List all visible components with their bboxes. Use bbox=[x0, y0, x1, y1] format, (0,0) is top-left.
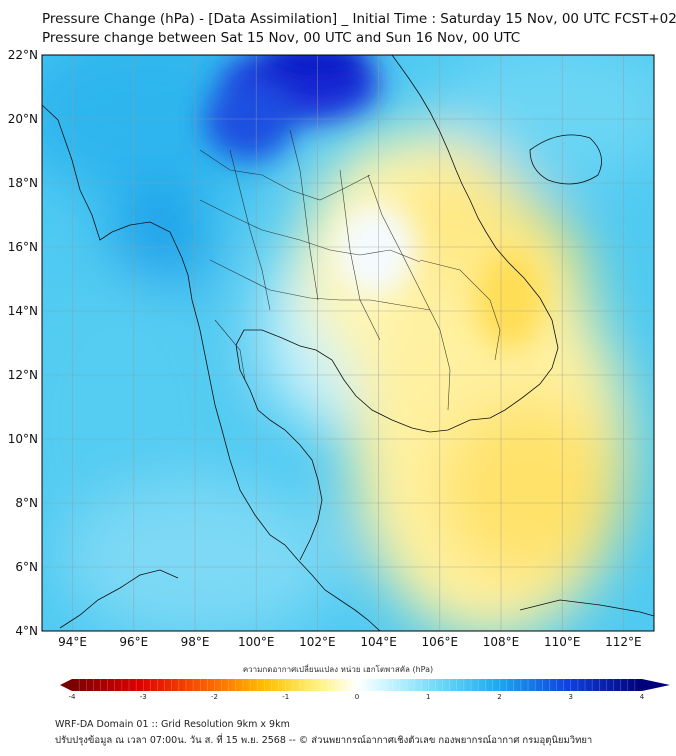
lon-label: 112°E bbox=[605, 635, 642, 649]
admin-boundaries bbox=[199, 129, 501, 411]
longitude-labels: 94°E 96°E 98°E 100°E 102°E 104°E 106°E 108°E 110… bbox=[58, 635, 641, 649]
lat-label: 4°N bbox=[15, 624, 38, 638]
lon-label: 106°E bbox=[422, 635, 459, 649]
colorbar-tick-label: 2 bbox=[497, 693, 501, 701]
grid-lines bbox=[42, 55, 654, 631]
lat-label: 14°N bbox=[8, 304, 38, 318]
colorbar-gradient bbox=[72, 679, 642, 691]
coastlines bbox=[42, 55, 654, 631]
lon-label: 108°E bbox=[483, 635, 520, 649]
pressure-field bbox=[42, 55, 654, 631]
map-frame bbox=[41, 54, 655, 632]
footer-model-info: WRF-DA Domain 01 :: Grid Resolution 9km … bbox=[55, 719, 290, 730]
latitude-labels: 22°N 20°N 18°N 16°N 14°N 12°N 10°N 8°N 6°N 4°N bbox=[8, 48, 38, 638]
lat-label: 8°N bbox=[15, 496, 38, 510]
lon-label: 110°E bbox=[544, 635, 581, 649]
colorbar-tick-label: 4 bbox=[640, 693, 645, 701]
lat-label: 22°N bbox=[8, 48, 38, 62]
footer-update-info: ปรับปรุงข้อมูล ณ เวลา 07:00น. วัน ส. ที่… bbox=[55, 735, 593, 746]
lat-label: 20°N bbox=[8, 112, 38, 126]
map-title: Pressure Change (hPa) - [Data Assimilati… bbox=[42, 11, 676, 27]
map-subtitle: Pressure change between Sat 15 Nov, 00 U… bbox=[42, 30, 521, 46]
colorbar-tick-label: -2 bbox=[211, 693, 218, 701]
colorbar-tick-label: 3 bbox=[569, 693, 573, 701]
colorbar-caption: ความกดอากาศเปลี่ยนแปลง หน่วย เฮกโตพาสคัล… bbox=[242, 665, 434, 674]
colorbar-tick-label: 1 bbox=[426, 693, 430, 701]
lon-label: 94°E bbox=[58, 635, 87, 649]
colorbar-max-arrow bbox=[642, 679, 670, 691]
colorbar-tick-label: -4 bbox=[69, 693, 77, 701]
lon-label: 102°E bbox=[299, 635, 336, 649]
lat-label: 18°N bbox=[8, 176, 38, 190]
lon-label: 98°E bbox=[181, 635, 210, 649]
lon-label: 96°E bbox=[119, 635, 148, 649]
colorbar-tick-label: -3 bbox=[140, 693, 147, 701]
lat-label: 10°N bbox=[8, 432, 38, 446]
lon-label: 100°E bbox=[238, 635, 275, 649]
colorbar: -4 -3 -2 -1 0 1 2 3 4 bbox=[60, 679, 670, 701]
colorbar-min-arrow bbox=[60, 679, 72, 691]
lat-label: 16°N bbox=[8, 240, 38, 254]
colorbar-tick-label: -1 bbox=[282, 693, 289, 701]
lat-label: 6°N bbox=[15, 560, 38, 574]
lat-label: 12°N bbox=[8, 368, 38, 382]
colorbar-tick-label: 0 bbox=[355, 693, 359, 701]
lon-label: 104°E bbox=[360, 635, 397, 649]
